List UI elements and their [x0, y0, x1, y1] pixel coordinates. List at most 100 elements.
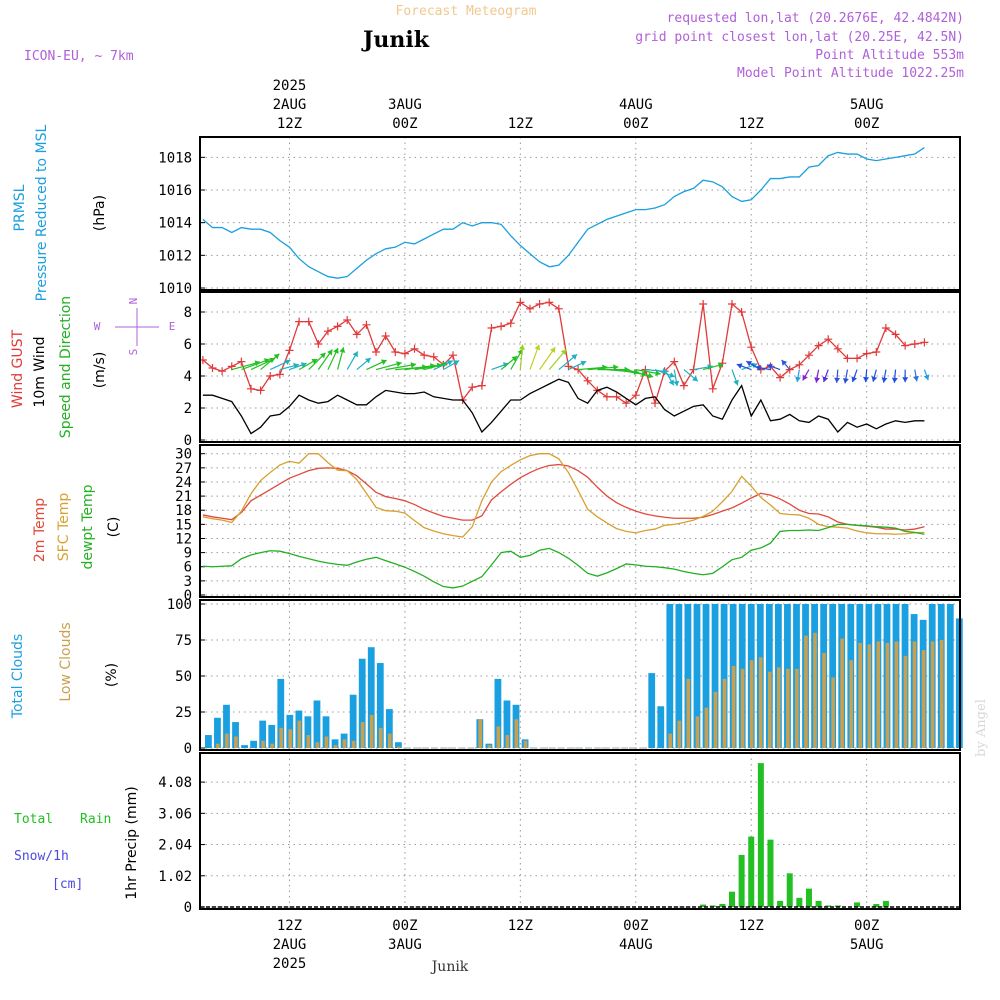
pressure-unit: (hPa)	[92, 195, 108, 231]
y-tick-label: 15	[175, 517, 192, 533]
wind-arrow-head	[613, 364, 619, 371]
gust-point	[670, 357, 679, 366]
wind-arrow-head	[647, 372, 654, 379]
low-cloud-bar	[668, 733, 673, 748]
total-cloud-bar	[349, 694, 357, 748]
time-label: 3AUG	[388, 97, 422, 113]
y-tick-label: 4	[184, 369, 192, 385]
low-cloud-bar	[351, 740, 356, 748]
rain-bar	[767, 839, 774, 907]
gust-point	[602, 392, 611, 401]
time-label: 12Z	[277, 116, 302, 132]
wind-arrow-head	[692, 375, 698, 382]
gust-point	[295, 317, 304, 326]
wind-arrow-head	[453, 360, 460, 366]
rain-bar	[719, 903, 726, 907]
low-cloud-bar	[749, 660, 754, 748]
gridpoint-coords: grid point closest lon,lat (20.25E, 42.5…	[635, 30, 964, 45]
panel-frame	[199, 291, 961, 443]
rain-bar	[825, 905, 832, 907]
y-tick-label: 50	[175, 669, 192, 685]
low-cloud-bar	[279, 727, 283, 748]
low-cloud-bar	[514, 719, 519, 748]
time-axis-labels: 2025 2AUG 12Z 3AUG 00Z 12Z 4AUG 00Z 12Z 5AUG 00Z 12…	[273, 78, 884, 972]
rain-bar	[854, 902, 861, 907]
time-label: 00Z	[623, 116, 648, 132]
low-cloud-bar	[885, 642, 890, 748]
gust-point	[246, 384, 255, 393]
gust-point	[631, 391, 640, 400]
wind-arrow-head	[881, 377, 888, 383]
low-cloud-bar	[876, 641, 881, 748]
time-label: 3AUG	[388, 937, 422, 953]
total-cloud-bar	[232, 722, 239, 748]
time-label: 4AUG	[619, 937, 653, 953]
wind-arrow-head	[410, 362, 417, 369]
y-tick-label: 18	[175, 503, 192, 519]
gust-point	[622, 399, 631, 408]
gust-point	[737, 308, 746, 316]
compass-n: N	[127, 298, 140, 305]
wind-arrow-head	[380, 359, 387, 365]
rain-bar	[757, 763, 764, 907]
rain-bar	[815, 900, 822, 907]
total-cloud-bar	[367, 647, 375, 748]
rain-bar	[796, 897, 803, 907]
panel-4: 0 1.02 2.04 3.06 4.08	[158, 752, 961, 916]
series-line-sfc-temp	[202, 453, 925, 538]
low-cloud-bar	[776, 667, 781, 748]
time-label: 00Z	[854, 918, 879, 934]
low-cloud-bar	[704, 707, 709, 748]
total-cloud-bar	[675, 604, 683, 748]
gust-point	[497, 322, 506, 331]
gust-point	[420, 351, 429, 360]
wind-arrow-head	[913, 375, 919, 382]
low-cloud-bar	[288, 729, 293, 748]
low-cloud-bar	[324, 736, 329, 748]
gust-point	[352, 330, 361, 339]
gust-point	[266, 372, 275, 380]
y-tick-label: 6	[184, 560, 192, 576]
total-cloud-bar	[684, 604, 692, 748]
gust-point	[391, 348, 400, 356]
total-cloud-bar	[657, 706, 665, 748]
total-cloud-bar	[666, 604, 674, 748]
time-label: 2025	[273, 78, 307, 94]
time-label: 5AUG	[850, 97, 884, 113]
total-cloud-bar	[395, 742, 402, 748]
gust-point	[862, 349, 871, 358]
wind-arrow-head	[795, 376, 801, 383]
wind-arrow-head	[602, 364, 608, 371]
low-cloud-bar	[867, 644, 872, 748]
gust-point	[804, 351, 813, 360]
time-label: 4AUG	[619, 97, 653, 113]
gust-point	[333, 322, 342, 331]
series-line-wind-gust	[202, 301, 925, 406]
y-tick-label: 0	[184, 588, 192, 604]
precip-total-label: Total	[14, 812, 53, 827]
low-cloud-bar	[795, 668, 799, 748]
gust-point	[285, 346, 294, 355]
total-cloud-bar	[250, 740, 258, 748]
low-cloud-bar	[387, 733, 392, 748]
gust-point	[756, 365, 765, 374]
series-line-prmsl	[202, 146, 925, 279]
wind-arrow-head	[668, 379, 674, 386]
wind-arrow-head	[717, 362, 724, 369]
gust-point	[275, 370, 284, 379]
gust-point	[776, 373, 785, 382]
series-line-dewpt-temp	[202, 523, 925, 589]
wind-arrow-head	[814, 377, 821, 383]
model-name: ICON-EU, ~ 7km	[24, 49, 134, 64]
gust-point	[314, 340, 323, 348]
low-cloud-bar	[767, 671, 772, 748]
low-cloud-bar	[912, 641, 917, 748]
gust-point	[372, 348, 381, 356]
panel-3: 0 25 50 75 100	[167, 597, 963, 757]
total-cloud-bar	[223, 704, 230, 748]
direction-label: Speed and Direction	[58, 296, 74, 438]
y-tick-label: 1.02	[158, 869, 192, 885]
rain-bar	[805, 888, 812, 907]
total-cloud-bar	[259, 720, 267, 748]
time-label: 00Z	[854, 116, 879, 132]
